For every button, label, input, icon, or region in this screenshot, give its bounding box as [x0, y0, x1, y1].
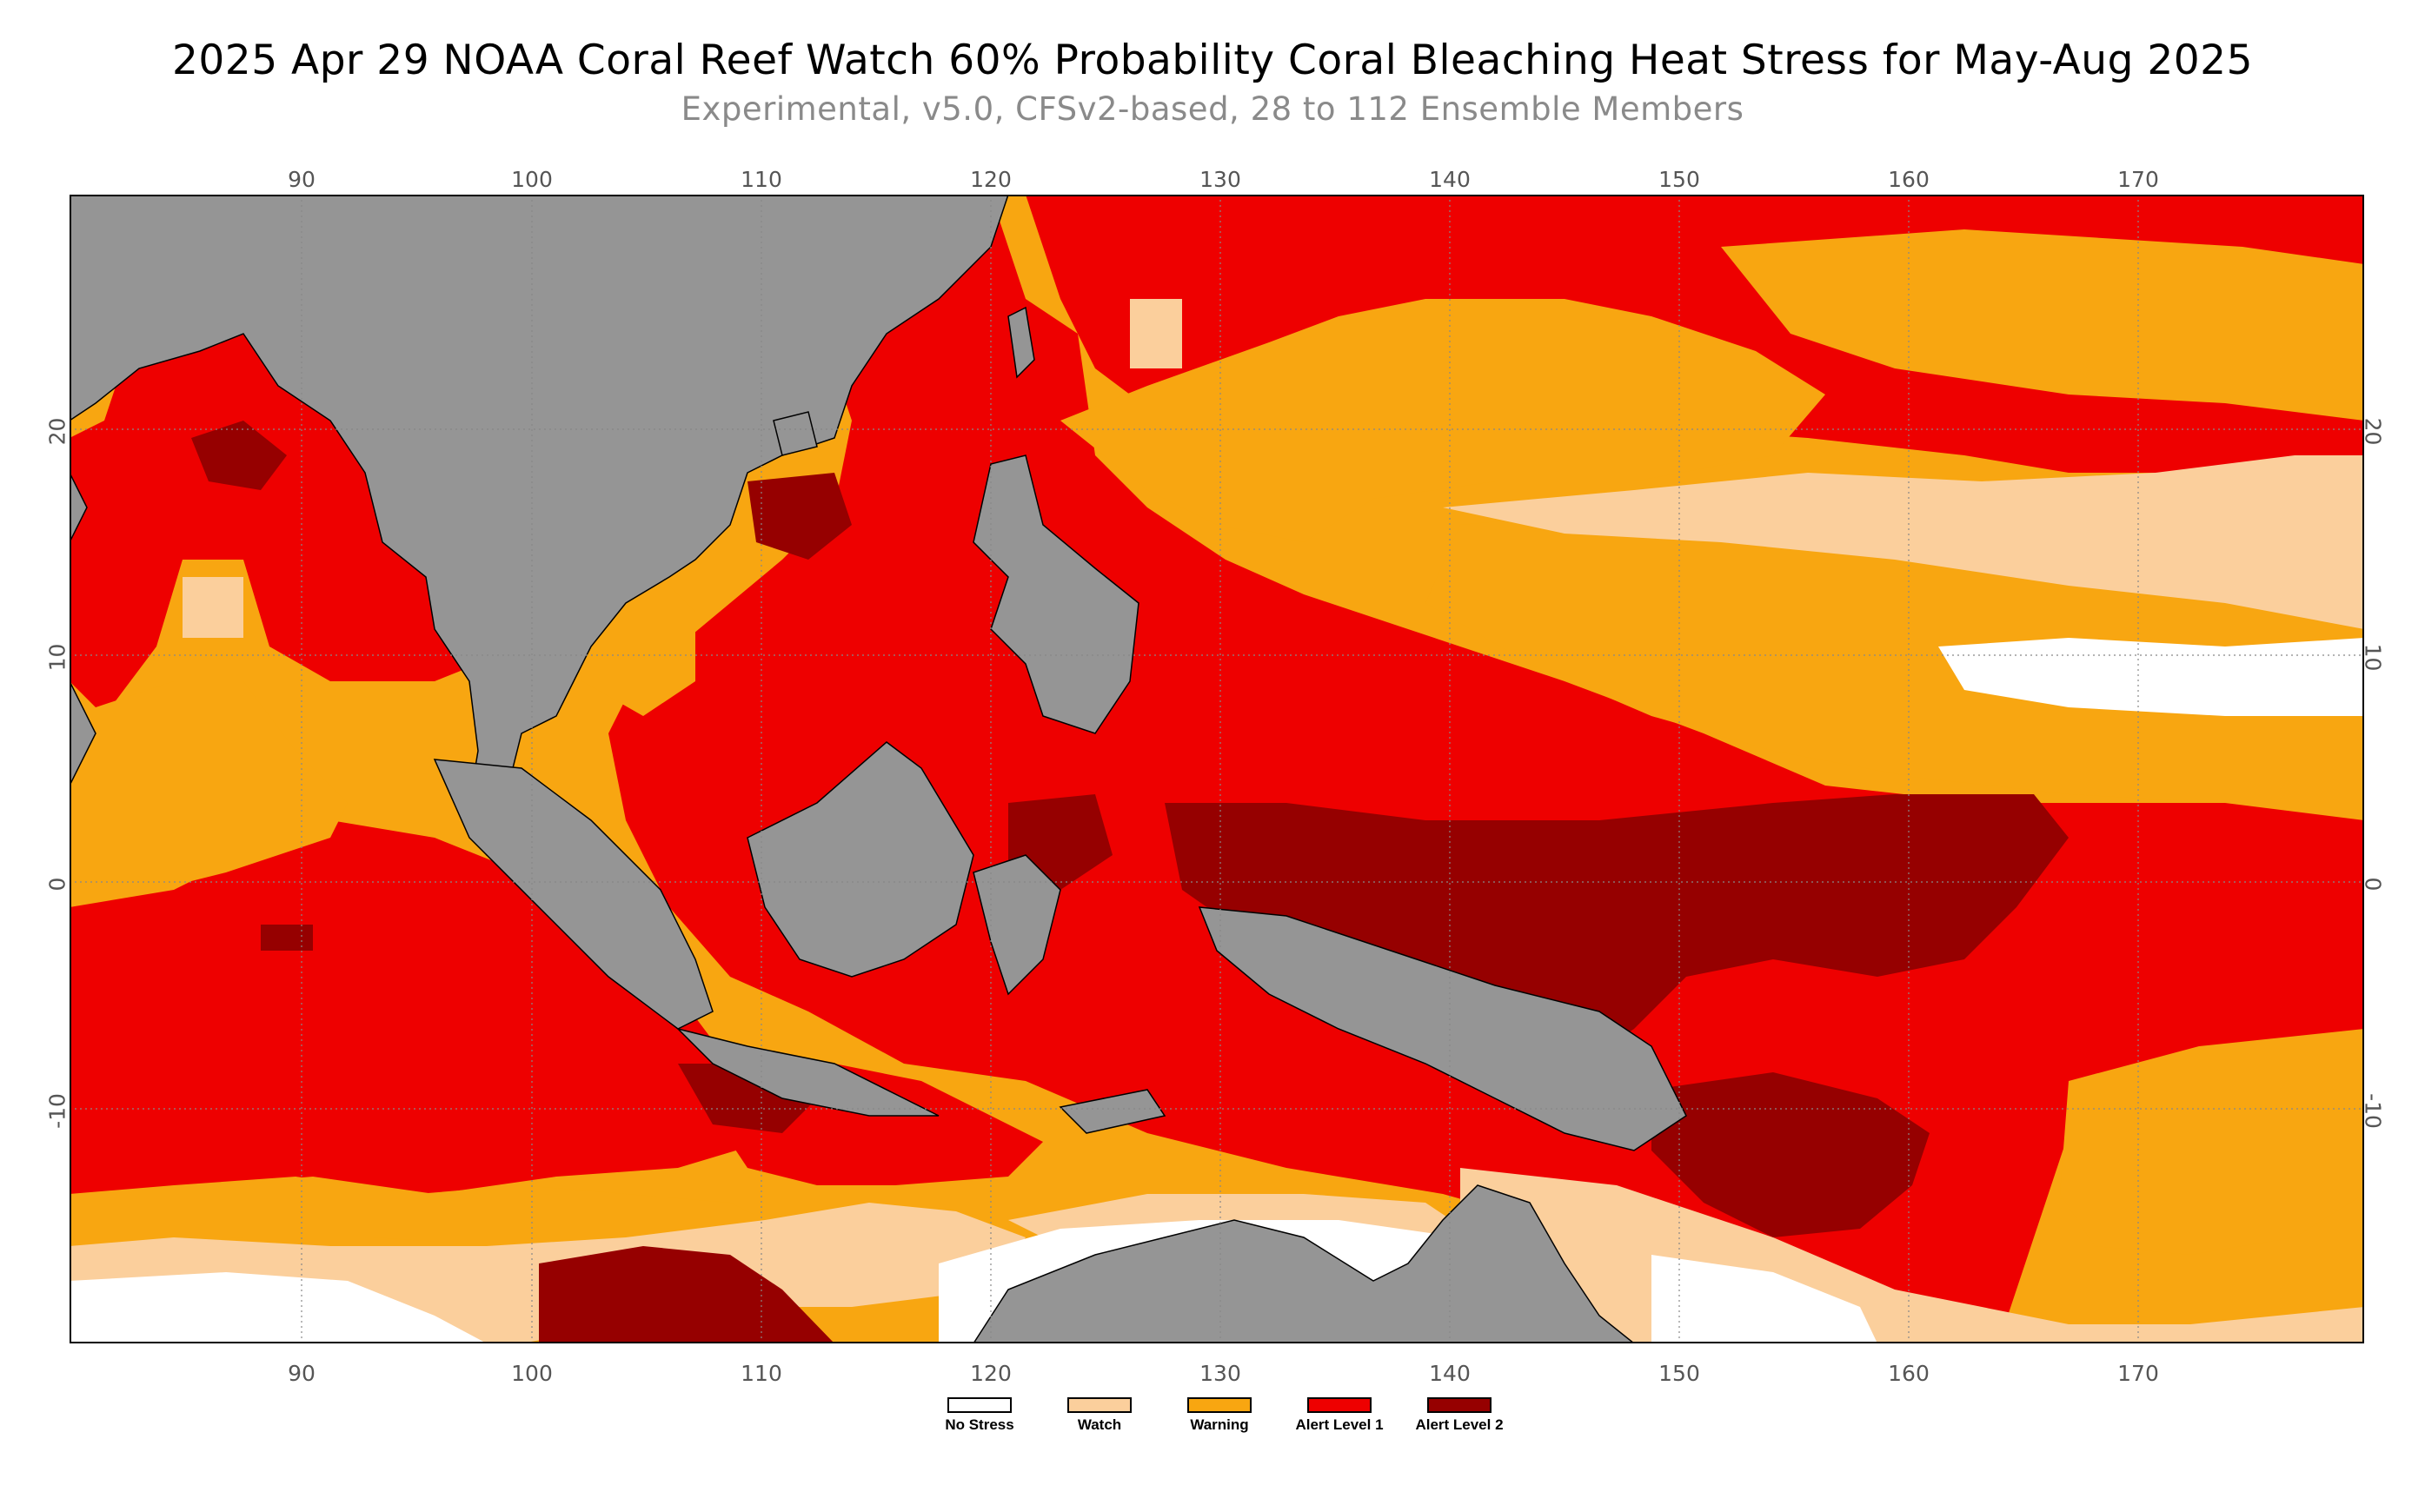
legend-swatch-no-stress [947, 1397, 1012, 1413]
lon-tick-bottom-110: 110 [741, 1361, 782, 1386]
lat-tick-left-10: 10 [44, 643, 70, 672]
no-stress-southwest-indian [70, 1272, 487, 1343]
legend-no-stress: No Stress [910, 1397, 1049, 1434]
lon-tick-bottom-140: 140 [1429, 1361, 1471, 1386]
land-borneo [747, 741, 974, 978]
alert2-solomon-sea [1651, 1072, 1930, 1237]
alert2-nw-australia [539, 1246, 834, 1343]
warning-south-pacific [2060, 1029, 2364, 1255]
lon-tick-bottom-90: 90 [288, 1361, 316, 1386]
lon-tick-bottom-100: 100 [511, 1361, 553, 1386]
lon-tick-top-140: 140 [1429, 167, 1471, 192]
no-stress-pacific-trade [1938, 638, 2364, 716]
lon-tick-bottom-170: 170 [2117, 1361, 2159, 1386]
lon-tick-top-90: 90 [288, 167, 316, 192]
warning-central-pacific-north [1721, 229, 2364, 421]
lat-tick-left-20: 20 [44, 417, 70, 446]
warning-east-china-sea [1060, 299, 1825, 542]
land-sri-lanka [70, 680, 96, 786]
lon-tick-top-100: 100 [511, 167, 553, 192]
map-frame [70, 195, 2364, 1343]
lon-tick-top-170: 170 [2117, 167, 2159, 192]
land-masses [70, 195, 1687, 1343]
lon-tick-bottom-130: 130 [1199, 1361, 1241, 1386]
lon-tick-top-150: 150 [1658, 167, 1700, 192]
lon-tick-top-160: 160 [1888, 167, 1930, 192]
land-australia [973, 1184, 1636, 1343]
legend-label-no-stress: No Stress [945, 1416, 1014, 1433]
graticule [70, 195, 2364, 1343]
watch-patch-bengal [183, 577, 243, 638]
lat-tick-left-0: 0 [44, 877, 70, 892]
land-new-guinea [1198, 906, 1687, 1151]
warning-indian-west [70, 681, 348, 907]
land-sumatra [433, 759, 714, 1030]
lon-tick-top-130: 130 [1199, 167, 1241, 192]
heat-stress-map [70, 195, 2364, 1343]
legend-label-alert-level-1: Alert Level 1 [1295, 1416, 1384, 1433]
alert2-bay-of-bengal-north [191, 421, 287, 490]
warning-indian-south-band [70, 1177, 765, 1255]
land-philippines [973, 454, 1139, 734]
legend-label-watch: Watch [1077, 1416, 1122, 1433]
lon-tick-top-110: 110 [741, 167, 782, 192]
legend-watch: Watch [1030, 1397, 1169, 1434]
alert1-indian-ocean-equatorial [70, 820, 765, 1220]
legend-swatch-alert-level-1 [1307, 1397, 1372, 1413]
alert2-gulf-tonkin [747, 473, 852, 560]
watch-north-pacific-ridge [1443, 455, 2364, 629]
legend-alert-level-1: Alert Level 1 [1270, 1397, 1409, 1434]
lon-tick-bottom-160: 160 [1888, 1361, 1930, 1386]
map-title: 2025 Apr 29 NOAA Coral Reef Watch 60% Pr… [172, 36, 2253, 84]
land-timor [1059, 1089, 1166, 1134]
land-taiwan [1007, 306, 1035, 379]
legend-warning: Warning [1150, 1397, 1289, 1434]
legend-label-warning: Warning [1190, 1416, 1249, 1433]
lon-tick-bottom-150: 150 [1658, 1361, 1700, 1386]
land-java [675, 1027, 940, 1117]
land-hainan [773, 411, 818, 456]
warning-patches [70, 229, 2364, 1255]
lon-tick-bottom-120: 120 [970, 1361, 1012, 1386]
no-stress-coral-south [1651, 1255, 1877, 1343]
land-india-east [70, 472, 88, 543]
lat-tick-left-neg10: -10 [44, 1093, 70, 1129]
legend-swatch-warning [1187, 1397, 1252, 1413]
lon-tick-top-120: 120 [970, 167, 1012, 192]
legend-alert-level-2: Alert Level 2 [1390, 1397, 1529, 1434]
legend-swatch-watch [1067, 1397, 1132, 1413]
watch-patch-eastchina [1130, 299, 1182, 368]
map-subtitle: Experimental, v5.0, CFSv2-based, 28 to 1… [681, 90, 1744, 128]
land-sulawesi [973, 854, 1061, 996]
legend-label-alert-level-2: Alert Level 2 [1415, 1416, 1504, 1433]
alert2-indian-equator [261, 925, 313, 951]
legend-swatch-alert-level-2 [1427, 1397, 1492, 1413]
